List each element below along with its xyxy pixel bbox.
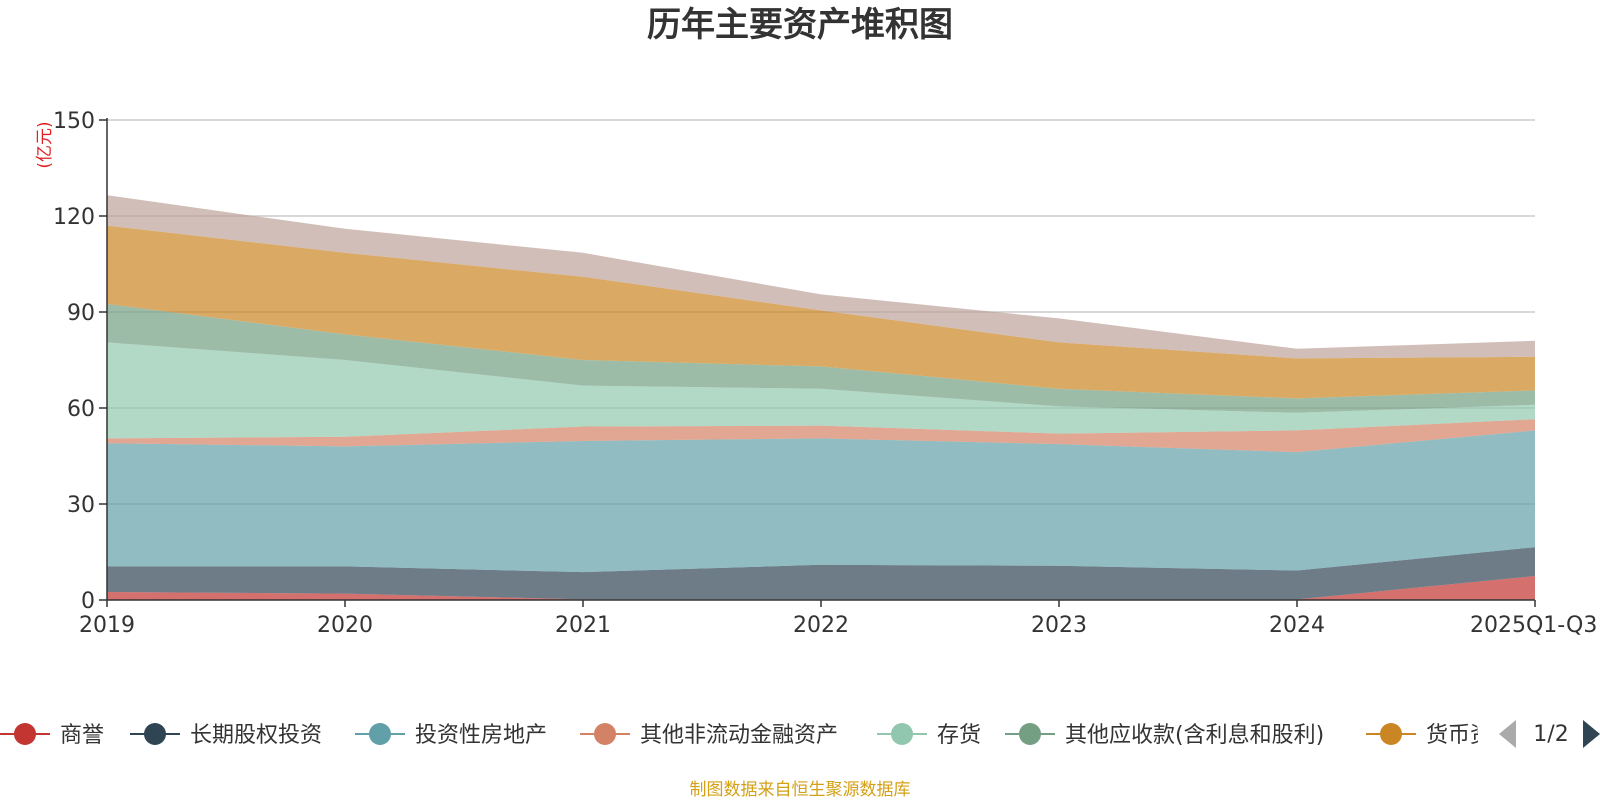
legend-marker bbox=[144, 723, 166, 745]
y-tick-label: 0 bbox=[81, 589, 95, 614]
area-4[interactable] bbox=[107, 419, 1535, 453]
legend-page-indicator: 1/2 bbox=[1533, 722, 1568, 747]
legend-marker bbox=[594, 723, 616, 745]
legend-item[interactable]: 货币资 bbox=[1366, 723, 1492, 748]
area-2[interactable] bbox=[107, 547, 1535, 600]
y-axis-ticks: 0 30 60 90 120 150 bbox=[53, 109, 107, 614]
legend-item[interactable]: 投资性房地产 bbox=[355, 723, 547, 748]
legend-label: 货币资 bbox=[1426, 723, 1492, 748]
legend-label: 投资性房地产 bbox=[415, 723, 547, 748]
legend-item[interactable]: 其他应收款(含利息和股利) bbox=[1005, 723, 1324, 748]
y-tick-label: 120 bbox=[53, 205, 95, 230]
x-tick-label: 2021 bbox=[555, 613, 611, 638]
source-note: 制图数据来自恒生聚源数据库 bbox=[690, 780, 911, 800]
x-tick-label: 2024 bbox=[1269, 613, 1325, 638]
y-tick-label: 60 bbox=[67, 397, 95, 422]
x-tick-label: 2025Q1-Q3 bbox=[1470, 613, 1597, 638]
legend-item[interactable]: 存货 bbox=[877, 723, 981, 748]
legend-label: 存货 bbox=[937, 723, 981, 748]
legend-item[interactable]: 商誉 bbox=[0, 723, 104, 748]
area-7[interactable] bbox=[107, 225, 1535, 399]
y-tick-label: 150 bbox=[53, 109, 95, 134]
legend-label: 其他应收款(含利息和股利) bbox=[1065, 723, 1324, 748]
area-3[interactable] bbox=[107, 430, 1535, 573]
chart-title: 历年主要资产堆积图 bbox=[647, 5, 953, 45]
x-tick-label: 2023 bbox=[1031, 613, 1087, 638]
legend-marker bbox=[369, 723, 391, 745]
legend-marker bbox=[891, 723, 913, 745]
legend-marker bbox=[14, 723, 36, 745]
triangle-right-icon[interactable] bbox=[1583, 720, 1600, 748]
area-5[interactable] bbox=[107, 342, 1535, 439]
legend-label: 长期股权投资 bbox=[190, 723, 322, 748]
legend-marker bbox=[1019, 723, 1041, 745]
x-tick-label: 2020 bbox=[317, 613, 373, 638]
legend-item[interactable]: 其他非流动金融资产 bbox=[580, 723, 838, 748]
x-tick-label: 2022 bbox=[793, 613, 849, 638]
x-tick-label: 2019 bbox=[79, 613, 135, 638]
y-axis-unit: (亿元) bbox=[35, 121, 55, 168]
area-1[interactable] bbox=[107, 576, 1535, 600]
legend-item[interactable]: 长期股权投资 bbox=[130, 723, 322, 748]
x-axis-ticks: 2019 2020 2021 2022 2023 2024 2025Q1-Q3 bbox=[79, 600, 1597, 638]
y-tick-label: 90 bbox=[67, 301, 95, 326]
area-6[interactable] bbox=[107, 304, 1535, 413]
y-tick-label: 30 bbox=[67, 493, 95, 518]
legend-label: 其他非流动金融资产 bbox=[640, 723, 838, 748]
legend-marker bbox=[1380, 723, 1402, 745]
legend-label: 商誉 bbox=[60, 723, 104, 748]
legend: 商誉 长期股权投资 投资性房地产 其他非流动金融资产 存货 其他应收款(含利息和股利) 货币… bbox=[0, 723, 1492, 748]
triangle-left-icon[interactable] bbox=[1499, 720, 1516, 748]
area-series bbox=[107, 195, 1535, 600]
